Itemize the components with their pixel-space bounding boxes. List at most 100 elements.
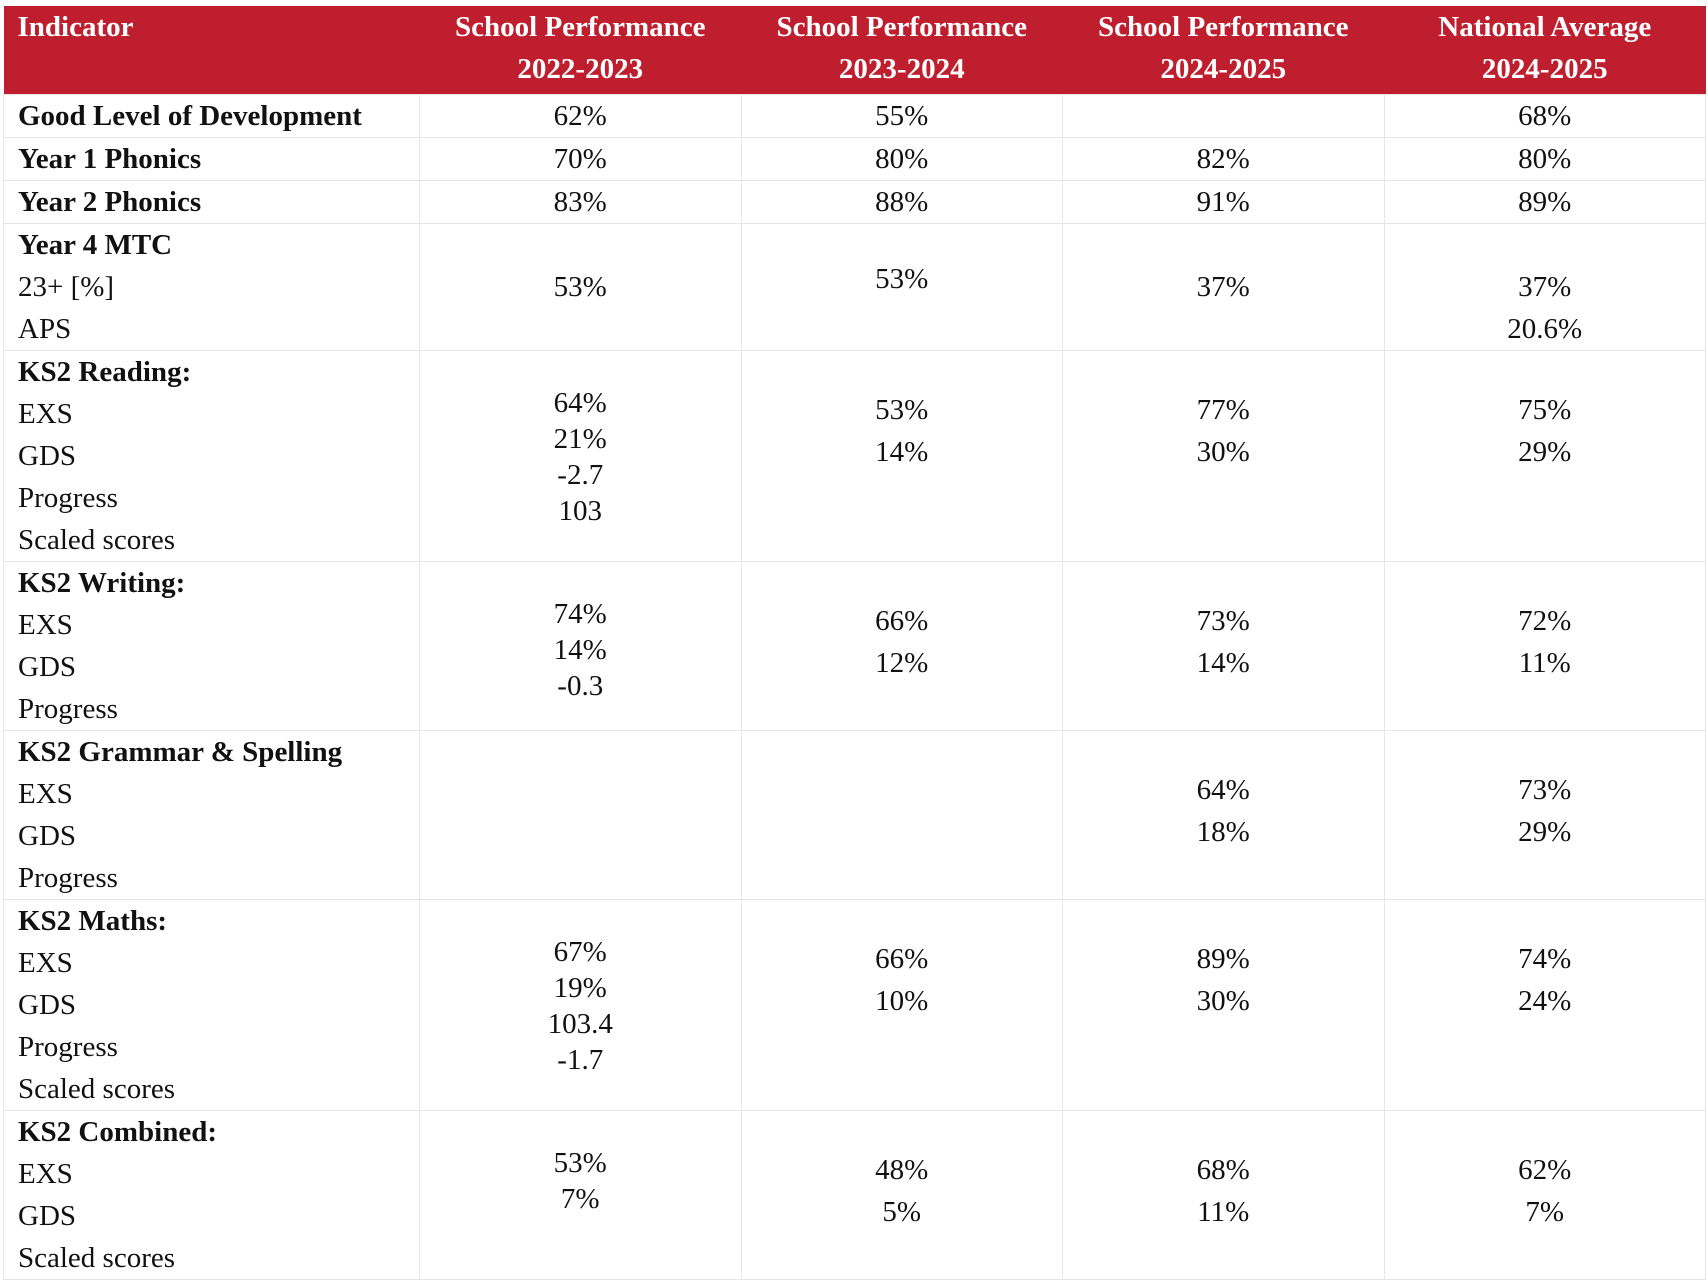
row-label: KS2 Writing: EXS GDS Progress: [3, 561, 420, 731]
indicator-sublabel: EXS: [18, 947, 73, 979]
cell-value: 74%: [553, 598, 607, 630]
cell-value: 66%: [875, 605, 929, 637]
table-row: KS2 Reading: EXS GDS Progress Scaled sco…: [3, 350, 1706, 562]
cell-value: 68%: [1196, 1154, 1250, 1186]
cell-2023-2024: 48% 5%: [740, 1110, 1063, 1280]
header-school-2024-2025: School Performance 2024-2025: [1062, 6, 1384, 95]
indicator-title: Year 4 MTC: [18, 229, 173, 261]
cell-value: 53%: [553, 271, 607, 303]
indicator-sublabel: GDS: [18, 820, 77, 852]
cell-value: 30%: [1196, 436, 1250, 468]
cell-value: 68%: [1518, 100, 1572, 132]
cell-value: 80%: [1518, 143, 1572, 175]
indicator-sublabel: Progress: [18, 482, 118, 514]
cell-value: 29%: [1518, 436, 1572, 468]
cell-2022-2023: 62%: [419, 94, 742, 138]
indicator-title: KS2 Combined:: [18, 1116, 218, 1148]
cell-value: 11%: [1197, 1196, 1250, 1228]
cell-2022-2023: 64% 21% -2.7 103: [419, 350, 742, 562]
cell-value: 82%: [1196, 143, 1250, 175]
cell-value: 53%: [875, 263, 929, 295]
header-national-2024-2025: National Average 2024-2025: [1384, 6, 1706, 95]
cell-value: 74%: [1518, 943, 1572, 975]
cell-2024-2025: 73% 14%: [1062, 561, 1385, 731]
table-row: Year 4 MTC 23+ [%] APS 53% 53% 37% 37% 2…: [3, 223, 1706, 351]
cell-value: 89%: [1196, 943, 1250, 975]
cell-value: 37%: [1196, 271, 1250, 303]
cell-value: 70%: [553, 143, 607, 175]
table-row: KS2 Combined: EXS GDS Scaled scores 53% …: [3, 1110, 1706, 1280]
cell-value: 29%: [1518, 816, 1572, 848]
cell-value: 5%: [882, 1196, 922, 1228]
cell-national: 75% 29%: [1383, 350, 1706, 562]
cell-value: 75%: [1518, 394, 1572, 426]
cell-national: 89%: [1383, 180, 1706, 224]
cell-value: 10%: [875, 985, 929, 1017]
cell-value: 83%: [553, 186, 607, 218]
cell-value: 7%: [1525, 1196, 1565, 1228]
indicator-title: KS2 Reading:: [18, 356, 192, 388]
cell-2023-2024: 88%: [740, 180, 1063, 224]
cell-2023-2024: 66% 10%: [740, 899, 1063, 1111]
cell-2022-2023: 74% 14% -0.3: [419, 561, 742, 731]
cell-2024-2025: 37%: [1062, 223, 1385, 351]
cell-national: 72% 11%: [1383, 561, 1706, 731]
cell-value: 14%: [553, 634, 607, 666]
cell-value: 30%: [1196, 985, 1250, 1017]
cell-2022-2023: [419, 730, 742, 900]
indicator-sublabel: GDS: [18, 1200, 77, 1232]
cell-value: 53%: [553, 1147, 607, 1179]
cell-2024-2025: 68% 11%: [1062, 1110, 1385, 1280]
cell-value: 14%: [875, 436, 929, 468]
cell-value: 64%: [553, 387, 607, 419]
cell-value: -0.3: [557, 670, 604, 702]
cell-value: 62%: [553, 100, 607, 132]
cell-2022-2023: 67% 19% 103.4 -1.7: [419, 899, 742, 1111]
indicator-sublabel: EXS: [18, 778, 73, 810]
cell-value: 72%: [1518, 605, 1572, 637]
indicator-title: Year 1 Phonics: [18, 143, 202, 175]
cell-value: 80%: [875, 143, 929, 175]
cell-2024-2025: 91%: [1062, 180, 1385, 224]
indicator-sublabel: Scaled scores: [18, 524, 176, 556]
indicator-sublabel: Progress: [18, 693, 118, 725]
cell-value: 89%: [1518, 186, 1572, 218]
cell-value: 21%: [553, 423, 607, 455]
row-label: Year 4 MTC 23+ [%] APS: [3, 223, 420, 351]
cell-national: 73% 29%: [1383, 730, 1706, 900]
indicator-sublabel: GDS: [18, 651, 77, 683]
table-row: KS2 Writing: EXS GDS Progress 74% 14% -0…: [3, 561, 1706, 731]
cell-2023-2024: [740, 730, 1063, 900]
cell-value: 20.6%: [1507, 313, 1583, 345]
cell-2024-2025: [1062, 94, 1385, 138]
indicator-title: KS2 Grammar & Spelling: [18, 736, 343, 768]
row-label: Year 2 Phonics: [3, 180, 420, 224]
row-label: KS2 Maths: EXS GDS Progress Scaled score…: [3, 899, 420, 1111]
cell-national: 68%: [1383, 94, 1706, 138]
cell-2024-2025: 64% 18%: [1062, 730, 1385, 900]
indicator-title: KS2 Writing:: [18, 567, 186, 599]
cell-value: 19%: [553, 972, 607, 1004]
table-row: Year 1 Phonics 70% 80% 82% 80%: [3, 137, 1706, 181]
indicator-sublabel: Scaled scores: [18, 1073, 176, 1105]
cell-national: 37% 20.6%: [1383, 223, 1706, 351]
row-label: KS2 Grammar & Spelling EXS GDS Progress: [3, 730, 420, 900]
indicator-sublabel: Progress: [18, 862, 118, 894]
cell-2022-2023: 70%: [419, 137, 742, 181]
cell-value: 73%: [1518, 774, 1572, 806]
cell-value: 91%: [1196, 186, 1250, 218]
cell-2022-2023: 53%: [419, 223, 742, 351]
cell-value: 53%: [875, 394, 929, 426]
cell-value: 67%: [553, 936, 607, 968]
indicator-sublabel: EXS: [18, 1158, 73, 1190]
table-row: KS2 Grammar & Spelling EXS GDS Progress …: [3, 730, 1706, 900]
cell-national: 80%: [1383, 137, 1706, 181]
table-row: Year 2 Phonics 83% 88% 91% 89%: [3, 180, 1706, 224]
cell-2022-2023: 83%: [419, 180, 742, 224]
header-school-2023-2024: School Performance 2023-2024: [741, 6, 1063, 95]
cell-value: 55%: [875, 100, 929, 132]
header-indicator: Indicator: [3, 6, 420, 95]
cell-value: 12%: [875, 647, 929, 679]
header-school-2022-2023: School Performance 2022-2023: [419, 6, 741, 95]
cell-value: 66%: [875, 943, 929, 975]
